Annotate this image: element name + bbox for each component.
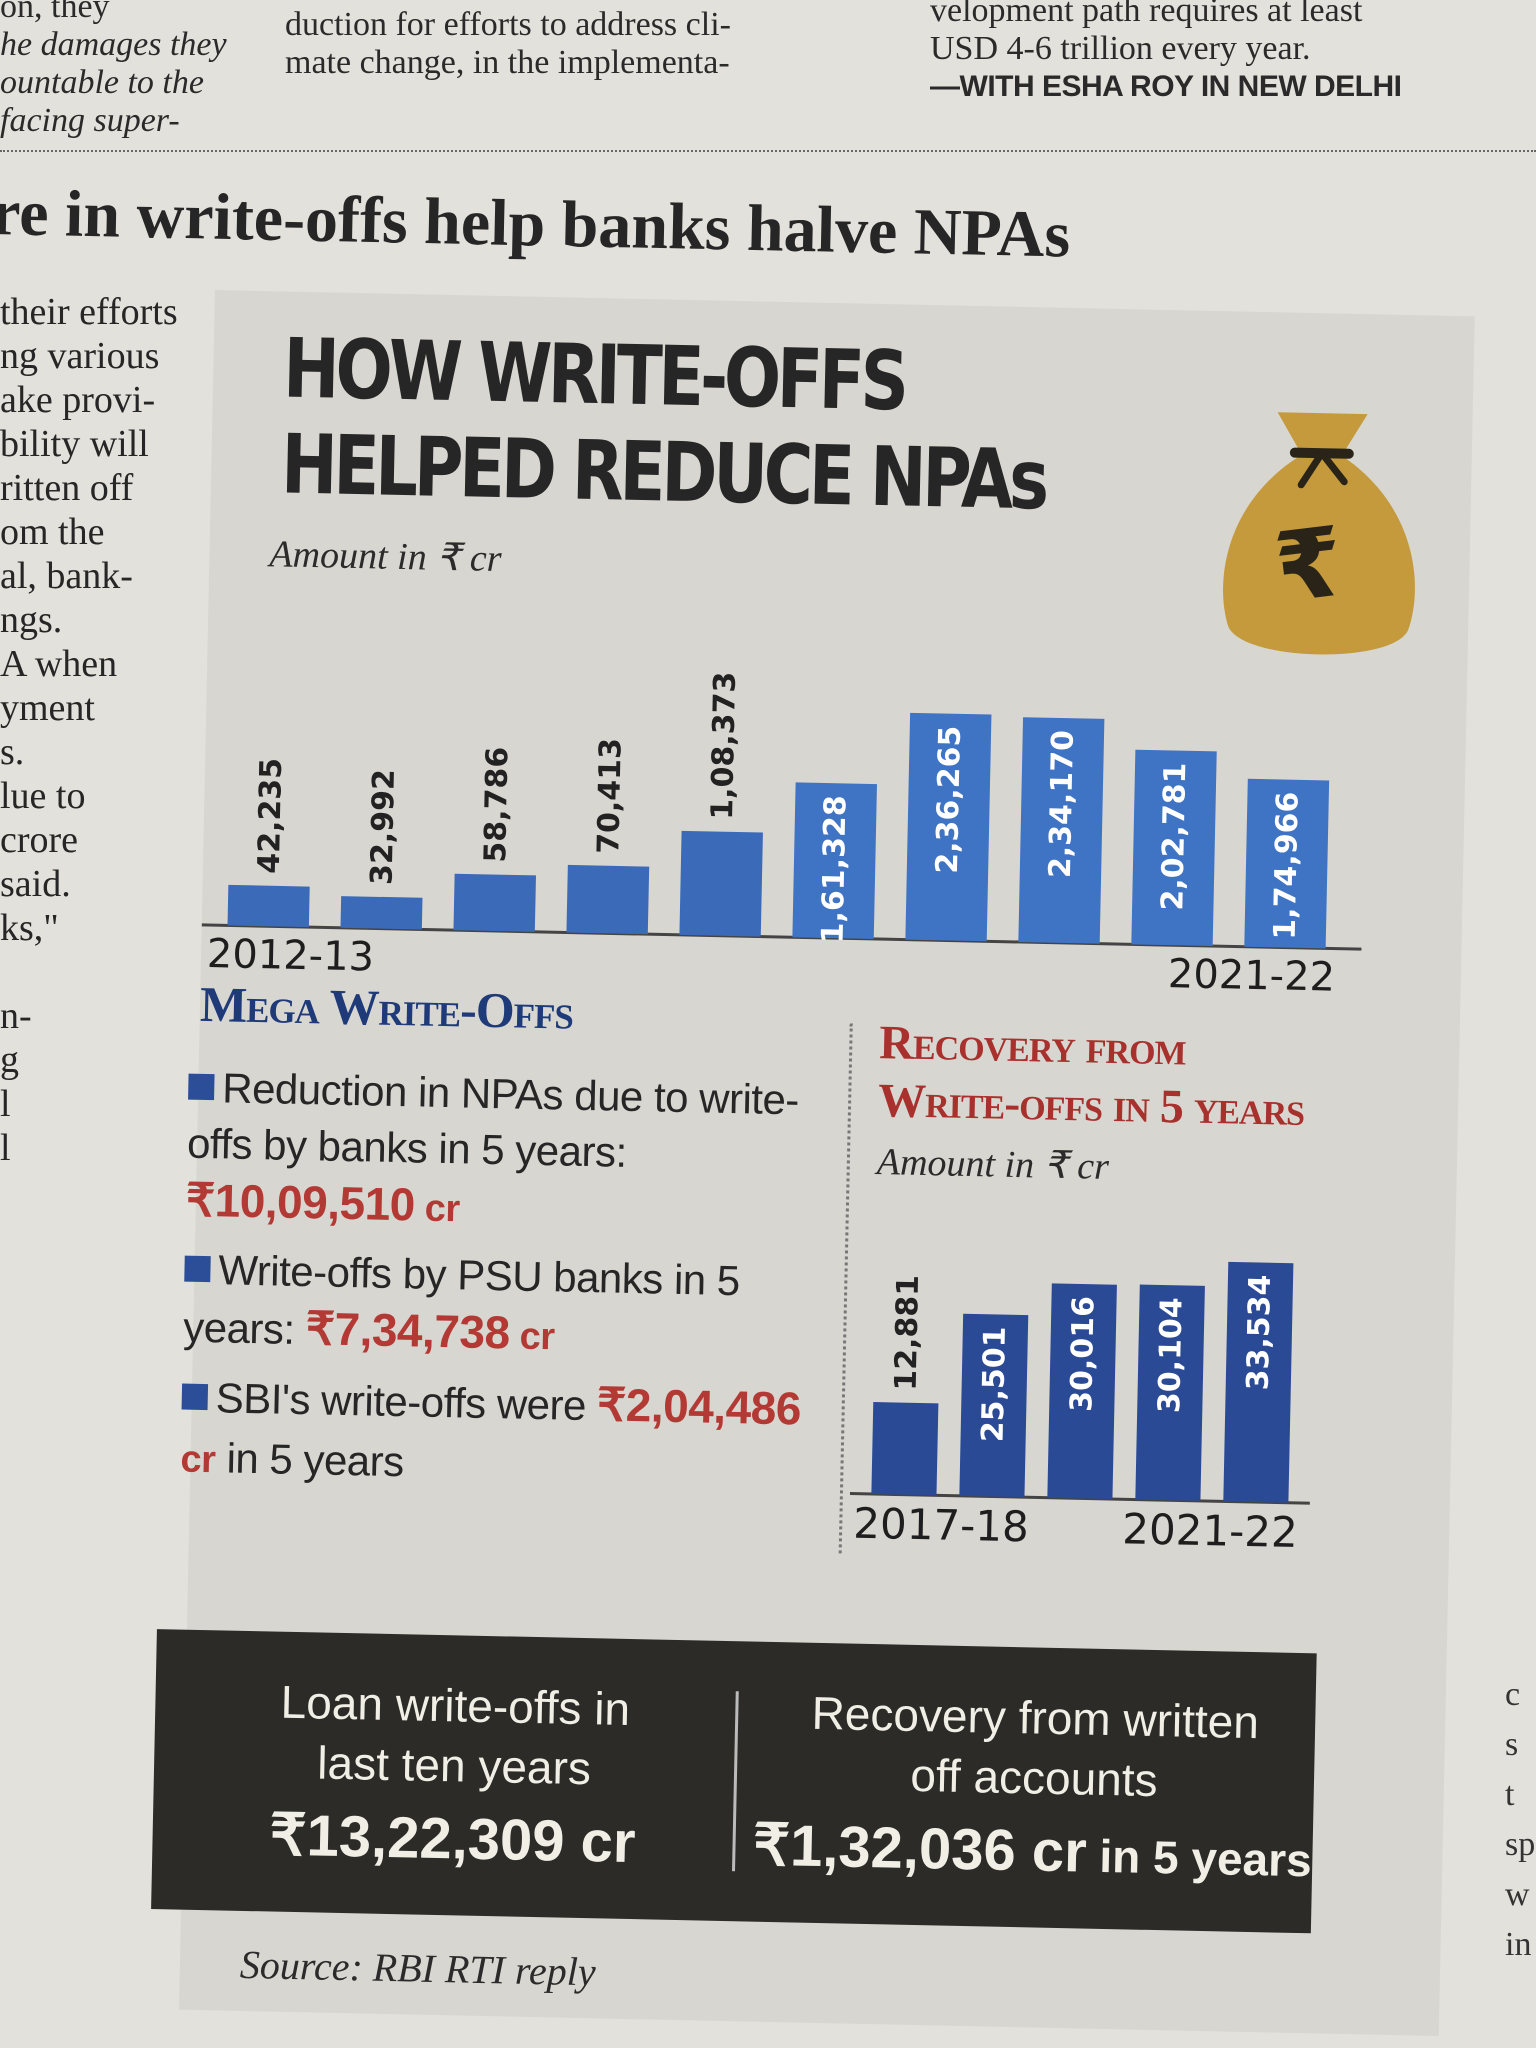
bar-3 xyxy=(1047,1283,1117,1500)
bar-2 xyxy=(959,1313,1029,1498)
source-note: Source: RBI RTI reply xyxy=(239,1941,597,1995)
chart2-unit-label: Amount in ₹ cr xyxy=(876,1141,1110,1188)
recovery-heading: Recovery from Write-offs in 5 years xyxy=(877,1016,1305,1136)
article-headline: re in write-offs help banks halve NPAs xyxy=(0,175,1071,272)
data-label-2: 25,501 xyxy=(976,1326,1013,1442)
data-label-5: 1,08,373 xyxy=(705,671,743,820)
data-label-4: 30,104 xyxy=(1152,1297,1189,1413)
infographic-title: HOW WRITE-OFFS HELPED REDUCE NPAs xyxy=(280,321,1047,529)
blue-square-bullet-icon xyxy=(181,1383,209,1411)
data-label-9: 2,02,781 xyxy=(1155,762,1193,911)
data-label-6: 1,61,328 xyxy=(815,795,853,944)
newspaper-top-columns: on, they he damages they ountable to the… xyxy=(0,0,1536,150)
data-label-10: 1,74,966 xyxy=(1268,791,1306,940)
data-label-4: 70,413 xyxy=(591,738,628,854)
fact-npa-reduction: Reduction in NPAs due to write-offs by b… xyxy=(185,1064,800,1231)
data-label-5: 33,534 xyxy=(1241,1274,1278,1390)
write-offs-bar-chart: 42,235 2012-13 32,992 58,786 70,413 1,08,373 1… xyxy=(201,671,1362,995)
rupee-symbol: ₹ xyxy=(1269,505,1349,624)
data-label-8: 2,34,170 xyxy=(1043,730,1081,879)
bar-1 xyxy=(871,1402,939,1496)
bar-1 xyxy=(227,884,310,928)
fact-psu-writeoffs: Write-offs by PSU banks in 5 years: ₹7,3… xyxy=(182,1246,741,1359)
byline-credit: —WITH ESHA ROY IN NEW DELHI xyxy=(930,70,1402,103)
blue-square-bullet-icon xyxy=(188,1073,215,1101)
top-column-3: velopment path requires at least USD 4-6… xyxy=(930,0,1402,106)
bar-7 xyxy=(905,712,992,942)
recovery-bar-chart: 12,881 2017-18 25,501 30,016 30,104 33,534 202… xyxy=(849,1261,1317,1557)
bar-8 xyxy=(1018,717,1105,944)
data-label-1: 42,235 xyxy=(252,758,289,874)
bar-6 xyxy=(792,782,877,939)
data-label-3: 30,016 xyxy=(1064,1296,1101,1412)
mega-writeoffs-heading: Mega Write-Offs xyxy=(199,975,574,1040)
column-rule xyxy=(0,150,1536,152)
bar-10 xyxy=(1244,778,1330,949)
mega-writeoffs-facts: Reduction in NPAs due to write-offs by b… xyxy=(180,1060,829,1511)
money-bag-icon: ₹ xyxy=(1223,412,1415,655)
bar-2 xyxy=(340,896,423,930)
bar-9 xyxy=(1131,749,1217,947)
npa-reduction-value: ₹10,09,510 cr xyxy=(185,1173,461,1231)
data-label-1: 12,881 xyxy=(889,1275,926,1391)
bar-5 xyxy=(679,830,763,937)
infographic-panel: HOW WRITE-OFFS HELPED REDUCE NPAs Amount… xyxy=(151,290,1475,2037)
bar-4 xyxy=(1135,1284,1205,1501)
left-article-column: their efforts ng various ake provi- bili… xyxy=(0,291,178,1169)
recovery-total-value: ₹1,32,036 cr in 5 years xyxy=(752,1812,1313,1887)
top-column-1: on, they he damages they ountable to the… xyxy=(0,0,227,139)
category-label-5: 2021-22 xyxy=(1122,1504,1298,1557)
blue-square-bullet-icon xyxy=(184,1255,211,1283)
bar-5 xyxy=(1223,1261,1294,1503)
right-article-column: c s t sp w in xyxy=(1505,1676,1536,1963)
bar-3 xyxy=(453,873,536,932)
category-label-1: 2012-13 xyxy=(206,931,374,980)
category-label-10: 2021-22 xyxy=(1167,951,1335,995)
data-label-7: 2,36,265 xyxy=(930,725,968,874)
ten-year-writeoffs-summary: Loan write-offs in last ten years ₹13,22… xyxy=(172,1669,736,1875)
category-label-1: 2017-18 xyxy=(853,1499,1029,1552)
ten-year-writeoffs-value: ₹13,22,309 cr xyxy=(269,1802,637,1876)
bar-4 xyxy=(566,864,650,935)
psu-writeoffs-value: ₹7,34,738 cr xyxy=(305,1302,555,1359)
summary-band: Loan write-offs in last ten years ₹13,22… xyxy=(151,1629,1317,1934)
data-label-3: 58,786 xyxy=(478,746,515,862)
fact-sbi-writeoffs: SBI's write-offs were ₹2,04,486 cr in 5 … xyxy=(180,1374,802,1486)
recovery-summary: Recovery from written off accounts ₹1,32… xyxy=(752,1682,1316,1891)
data-label-2: 32,992 xyxy=(365,769,402,885)
top-column-2: duction for efforts to address cli- mate… xyxy=(285,6,731,81)
